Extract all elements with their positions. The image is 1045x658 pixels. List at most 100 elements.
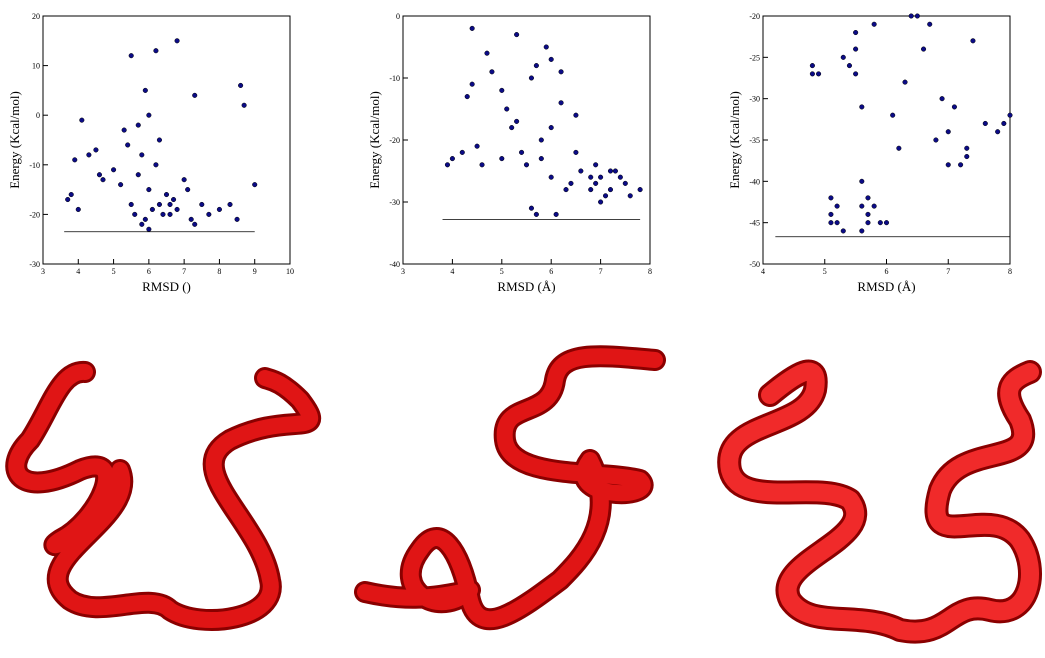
point: [185, 187, 190, 192]
point: [157, 202, 162, 207]
x-tick-label: 3: [401, 267, 405, 276]
point: [946, 129, 951, 134]
point: [171, 197, 176, 202]
point: [504, 107, 509, 112]
x-axis-label: RMSD (): [142, 279, 191, 294]
point: [450, 156, 455, 161]
point: [613, 169, 618, 174]
x-tick-label: 7: [599, 267, 603, 276]
point: [860, 204, 865, 209]
x-tick-label: 4: [450, 267, 454, 276]
x-tick-label: 10: [286, 267, 294, 276]
point: [175, 39, 180, 44]
point: [539, 138, 544, 143]
point: [549, 57, 554, 62]
point: [242, 103, 247, 108]
point: [623, 181, 628, 186]
x-tick-label: 5: [112, 267, 116, 276]
point: [182, 177, 187, 182]
point: [509, 125, 514, 130]
plot-frame: [763, 16, 1010, 264]
point: [519, 150, 524, 155]
x-tick-label: 7: [946, 267, 950, 276]
point: [470, 82, 475, 87]
point: [534, 212, 539, 217]
point: [514, 119, 519, 124]
point: [544, 45, 549, 50]
point: [192, 93, 197, 98]
point: [161, 212, 166, 217]
x-tick-label: 5: [823, 267, 827, 276]
point: [866, 220, 871, 225]
point: [890, 113, 895, 118]
point: [593, 163, 598, 168]
point: [122, 128, 127, 133]
y-tick-label: -30: [389, 198, 400, 207]
point: [199, 202, 204, 207]
point: [154, 48, 159, 53]
y-tick-label: -30: [749, 95, 760, 104]
x-tick-label: 8: [648, 267, 652, 276]
point: [168, 202, 173, 207]
point: [175, 207, 180, 212]
point: [983, 121, 988, 126]
point: [554, 212, 559, 217]
point: [65, 197, 70, 202]
point: [500, 88, 505, 93]
point: [485, 51, 490, 56]
point: [860, 105, 865, 110]
point: [207, 212, 212, 217]
plot-frame: [403, 16, 650, 264]
point: [500, 156, 505, 161]
y-tick-label: -20: [749, 12, 760, 21]
point: [841, 55, 846, 60]
y-tick-label: -20: [29, 210, 40, 219]
point: [154, 163, 159, 168]
point: [588, 175, 593, 180]
point: [470, 26, 475, 31]
y-tick-label: 0: [396, 12, 400, 21]
point: [835, 204, 840, 209]
point: [810, 72, 815, 77]
point: [559, 70, 564, 75]
y-tick-label: -25: [749, 53, 760, 62]
point: [598, 175, 603, 180]
point: [884, 220, 889, 225]
point: [593, 181, 598, 186]
point: [252, 182, 257, 187]
point: [94, 148, 99, 153]
point: [217, 207, 222, 212]
point: [69, 192, 74, 197]
point: [465, 94, 470, 99]
x-tick-label: 8: [1008, 267, 1012, 276]
point: [608, 187, 613, 192]
y-tick-label: -35: [749, 136, 760, 145]
point: [958, 163, 963, 168]
x-tick-label: 5: [500, 267, 504, 276]
point: [1002, 121, 1007, 126]
y-axis-label: Energy (Kcal/mol): [727, 91, 742, 189]
ribbon-1: [16, 372, 310, 620]
point: [618, 175, 623, 180]
point: [228, 202, 233, 207]
x-tick-label: 6: [549, 267, 553, 276]
point: [915, 14, 920, 19]
point: [995, 129, 1000, 134]
point: [150, 207, 155, 212]
point: [853, 47, 858, 52]
point: [588, 187, 593, 192]
point: [529, 206, 534, 211]
point: [136, 172, 141, 177]
y-tick-label: -10: [389, 74, 400, 83]
point: [129, 53, 134, 58]
x-tick-label: 4: [76, 267, 80, 276]
point: [235, 217, 240, 222]
point: [87, 153, 92, 158]
point: [164, 192, 169, 197]
point: [549, 125, 554, 130]
point: [147, 227, 152, 232]
y-tick-label: 20: [32, 12, 40, 21]
point: [539, 156, 544, 161]
point: [569, 181, 574, 186]
